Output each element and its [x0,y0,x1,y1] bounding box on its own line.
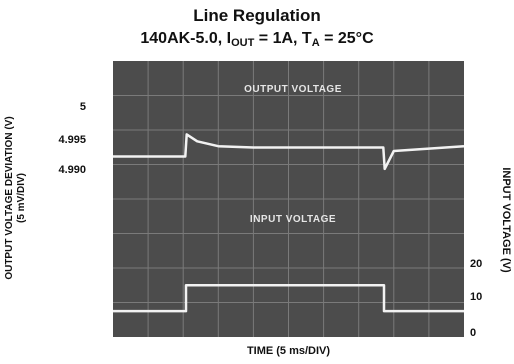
left-tick-label: 5 [79,101,86,113]
input-voltage-trace [113,284,464,313]
x-axis-label: TIME (5 ms/DIV) [246,345,331,357]
input-voltage-label: INPUT VOLTAGE [250,214,336,225]
left-tick-label: 4.995 [58,134,86,146]
output-voltage-trace [113,133,464,171]
output-voltage-label: OUTPUT VOLTAGE [244,84,342,95]
chart-title: Line Regulation [193,6,321,25]
chart-plot: OUTPUT VOLTAGE INPUT VOLTAGE [113,61,464,337]
right-tick-label: 0 [470,327,477,339]
right-tick-label: 10 [470,291,483,303]
left-tick-label: 4.990 [58,164,86,176]
right-tick-label: 20 [470,258,483,270]
oscilloscope-screen: OUTPUT VOLTAGE INPUT VOLTAGE [113,61,464,337]
chart-subtitle: 140AK-5.0, IOUT = 1A, TA = 25°C [140,30,374,49]
